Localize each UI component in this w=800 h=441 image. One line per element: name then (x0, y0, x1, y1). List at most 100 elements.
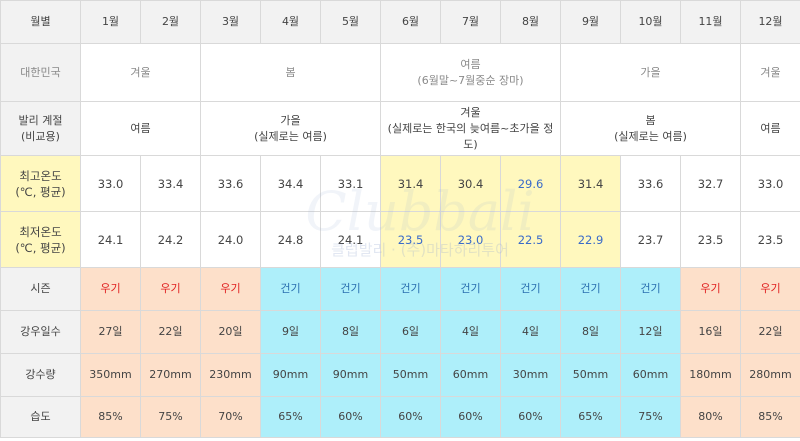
dry-season-cell: 건기 (380, 267, 441, 311)
korea-winter-cell: 겨울 (80, 43, 201, 102)
rain-days-cell: 4일 (500, 310, 561, 354)
dry-season-cell: 건기 (560, 267, 621, 311)
rain-days-cell: 22일 (140, 310, 201, 354)
rainfall-cell: 180mm (680, 353, 741, 397)
rainfall-row: 강수량 350mm 270mm 230mm 90mm 90mm 50mm 60m… (0, 353, 800, 397)
rainfall-cell: 30mm (500, 353, 561, 397)
bali-season-label-title: 발리 계절 (18, 113, 63, 127)
humidity-cell: 75% (620, 396, 681, 438)
humidity-cell: 65% (560, 396, 621, 438)
max-temp-title: 최고온도 (19, 168, 62, 183)
dry-season-cell: 건기 (620, 267, 681, 311)
month-corner-header: 월별 (0, 0, 81, 44)
month-header: 12월 (740, 0, 800, 44)
min-temp-cell: 23.7 (620, 211, 681, 268)
korea-summer-note: (6월말~7월중순 장마) (417, 73, 524, 87)
humidity-cell: 60% (500, 396, 561, 438)
rainfall-cell: 90mm (260, 353, 321, 397)
bali-summer-cell: 여름 (740, 101, 800, 156)
min-temp-cell: 23.5 (680, 211, 741, 268)
max-temp-cell: 30.4 (440, 155, 501, 212)
humidity-cell: 85% (80, 396, 141, 438)
bali-spring-note: (실제로는 여름) (614, 129, 687, 143)
min-temp-cell: 22.5 (500, 211, 561, 268)
korea-spring-cell: 봄 (200, 43, 381, 102)
max-temp-cell: 33.0 (740, 155, 800, 212)
min-temp-cell: 24.1 (80, 211, 141, 268)
humidity-row: 습도 85% 75% 70% 65% 60% 60% 60% 60% 65% 7… (0, 396, 800, 438)
max-temp-label: 최고온도 (℃, 평균) (0, 155, 81, 212)
min-temp-cell: 24.1 (320, 211, 381, 268)
wet-season-cell: 우기 (680, 267, 741, 311)
rain-days-row: 강우일수 27일 22일 20일 9일 8일 6일 4일 4일 8일 12일 1… (0, 310, 800, 354)
min-temp-cell: 24.8 (260, 211, 321, 268)
max-temp-cell: 32.7 (680, 155, 741, 212)
wet-season-cell: 우기 (140, 267, 201, 311)
min-temp-row: 최저온도 (℃, 평균) 24.1 24.2 24.0 24.8 24.1 23… (0, 211, 800, 268)
korea-season-row: 대한민국 겨울 봄 여름 (6월말~7월중순 장마) 가을 겨울 (0, 43, 800, 102)
rain-days-label: 강우일수 (0, 310, 81, 354)
humidity-cell: 85% (740, 396, 800, 438)
month-header: 10월 (620, 0, 681, 44)
rain-days-cell: 8일 (320, 310, 381, 354)
humidity-cell: 65% (260, 396, 321, 438)
rainfall-cell: 230mm (200, 353, 261, 397)
rainfall-label: 강수량 (0, 353, 81, 397)
humidity-cell: 60% (320, 396, 381, 438)
max-temp-cell: 33.0 (80, 155, 141, 212)
humidity-cell: 80% (680, 396, 741, 438)
season-label: 시즌 (0, 267, 81, 311)
rainfall-cell: 50mm (380, 353, 441, 397)
bali-season-label: 발리 계절 (비교용) (0, 101, 81, 156)
rainfall-cell: 50mm (560, 353, 621, 397)
rain-days-cell: 20일 (200, 310, 261, 354)
korea-winter-cell: 겨울 (740, 43, 800, 102)
bali-autumn-title: 가을 (280, 113, 301, 127)
dry-season-cell: 건기 (320, 267, 381, 311)
max-temp-cell: 34.4 (260, 155, 321, 212)
korea-autumn-cell: 가을 (560, 43, 741, 102)
wet-season-cell: 우기 (740, 267, 800, 311)
max-temp-cell: 31.4 (560, 155, 621, 212)
rain-days-cell: 27일 (80, 310, 141, 354)
month-header: 9월 (560, 0, 621, 44)
min-temp-cell: 24.2 (140, 211, 201, 268)
month-header: 3월 (200, 0, 261, 44)
dry-season-cell: 건기 (260, 267, 321, 311)
humidity-cell: 60% (440, 396, 501, 438)
wet-season-cell: 우기 (200, 267, 261, 311)
month-header: 1월 (80, 0, 141, 44)
min-temp-cell: 23.5 (740, 211, 800, 268)
month-header: 5월 (320, 0, 381, 44)
korea-summer-title: 여름 (460, 57, 481, 71)
humidity-cell: 75% (140, 396, 201, 438)
rain-days-cell: 8일 (560, 310, 621, 354)
bali-season-row: 발리 계절 (비교용) 여름 가을 (실제로는 여름) 겨울 (실제로는 한국의… (0, 101, 800, 156)
korea-season-label: 대한민국 (0, 43, 81, 102)
month-header: 11월 (680, 0, 741, 44)
humidity-label: 습도 (0, 396, 81, 438)
rainfall-cell: 90mm (320, 353, 381, 397)
bali-winter-title: 겨울 (460, 105, 481, 119)
min-temp-cell: 23.5 (380, 211, 441, 268)
bali-summer-cell: 여름 (80, 101, 201, 156)
rain-days-cell: 6일 (380, 310, 441, 354)
min-temp-unit: (℃, 평균) (15, 240, 66, 255)
humidity-cell: 60% (380, 396, 441, 438)
month-header: 2월 (140, 0, 201, 44)
season-row: 시즌 우기 우기 우기 건기 건기 건기 건기 건기 건기 건기 우기 우기 (0, 267, 800, 311)
rainfall-cell: 280mm (740, 353, 800, 397)
min-temp-cell: 23.0 (440, 211, 501, 268)
korea-summer-cell: 여름 (6월말~7월중순 장마) (380, 43, 561, 102)
dry-season-cell: 건기 (440, 267, 501, 311)
max-temp-unit: (℃, 평균) (15, 184, 66, 199)
rain-days-cell: 4일 (440, 310, 501, 354)
bali-winter-cell: 겨울 (실제로는 한국의 늦여름~초가을 정도) (380, 101, 561, 156)
rain-days-cell: 9일 (260, 310, 321, 354)
dry-season-cell: 건기 (500, 267, 561, 311)
max-temp-cell: 33.1 (320, 155, 381, 212)
bali-autumn-note: (실제로는 여름) (254, 129, 327, 143)
bali-spring-title: 봄 (645, 113, 656, 127)
rain-days-cell: 12일 (620, 310, 681, 354)
